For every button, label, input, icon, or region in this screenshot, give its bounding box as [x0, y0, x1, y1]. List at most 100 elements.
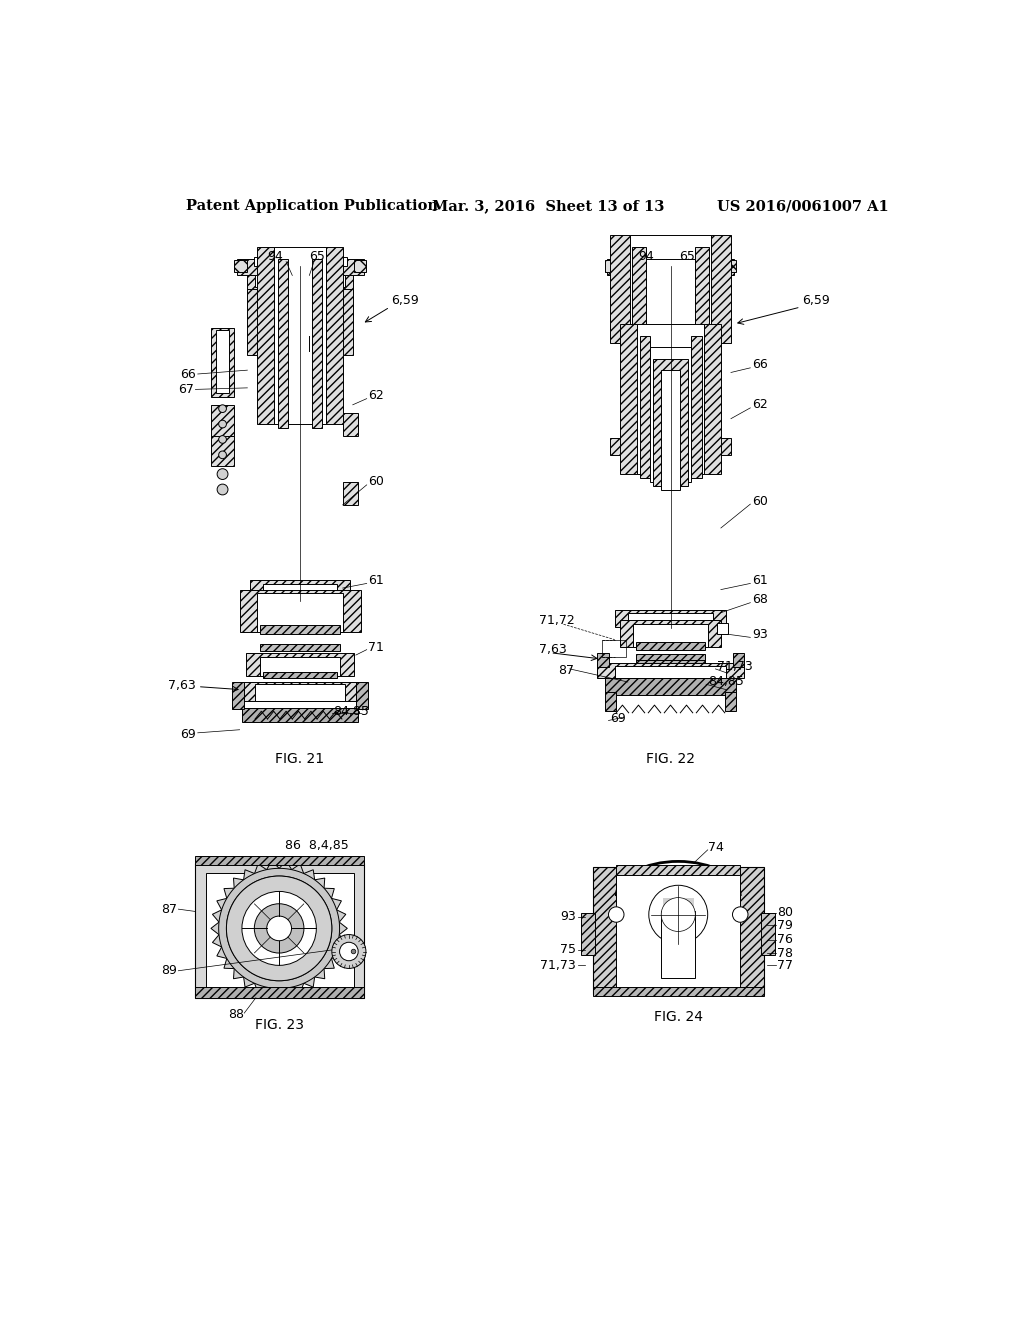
Text: 88: 88: [228, 1008, 245, 1022]
Bar: [265, 351, 335, 358]
Bar: [646, 367, 695, 372]
Text: 69: 69: [180, 727, 197, 741]
Bar: [646, 351, 695, 358]
Bar: [267, 289, 333, 355]
Circle shape: [217, 484, 228, 495]
Bar: [717, 623, 728, 635]
Bar: [254, 257, 346, 267]
Bar: [662, 370, 680, 490]
Bar: [653, 289, 687, 313]
Text: 69: 69: [610, 713, 626, 726]
Bar: [711, 235, 731, 343]
Circle shape: [219, 405, 226, 413]
Text: 76: 76: [777, 933, 794, 946]
Bar: [646, 359, 695, 364]
Bar: [653, 300, 662, 317]
Bar: [624, 257, 717, 267]
Bar: [260, 653, 340, 663]
Text: FIG. 21: FIG. 21: [275, 752, 325, 766]
Bar: [616, 866, 740, 898]
Bar: [633, 624, 708, 647]
Bar: [604, 692, 616, 711]
Bar: [242, 708, 358, 722]
Bar: [607, 259, 734, 276]
Text: 61: 61: [752, 574, 768, 587]
Text: 71,73: 71,73: [541, 958, 575, 972]
Bar: [216, 330, 228, 393]
Bar: [211, 327, 234, 397]
Bar: [637, 323, 703, 474]
Text: 6,59: 6,59: [391, 294, 419, 308]
Text: FIG. 23: FIG. 23: [255, 1018, 304, 1032]
Text: 7,63: 7,63: [169, 680, 197, 693]
Bar: [636, 642, 705, 649]
Bar: [248, 276, 352, 293]
Bar: [274, 247, 326, 424]
Bar: [643, 285, 697, 313]
Bar: [196, 987, 365, 998]
Circle shape: [662, 898, 695, 932]
Bar: [761, 913, 775, 956]
Bar: [260, 626, 340, 635]
Bar: [703, 323, 721, 474]
Bar: [211, 436, 234, 466]
Bar: [632, 247, 646, 347]
Bar: [231, 682, 245, 709]
Polygon shape: [219, 869, 340, 989]
Bar: [326, 247, 343, 424]
Text: 71: 71: [369, 640, 384, 653]
Bar: [263, 672, 337, 678]
Circle shape: [242, 891, 316, 965]
Text: Mar. 3, 2016  Sheet 13 of 13: Mar. 3, 2016 Sheet 13 of 13: [432, 199, 665, 213]
Text: 78: 78: [777, 946, 794, 960]
Bar: [732, 653, 744, 667]
Circle shape: [732, 907, 748, 923]
Bar: [234, 260, 247, 272]
Bar: [312, 259, 322, 428]
Text: 60: 60: [369, 475, 384, 488]
Text: 66: 66: [752, 358, 768, 371]
Text: 71,73: 71,73: [717, 660, 753, 673]
Bar: [237, 259, 364, 276]
Text: FIG. 24: FIG. 24: [653, 1010, 702, 1024]
Text: 65: 65: [680, 249, 695, 263]
Bar: [636, 660, 705, 667]
Bar: [206, 873, 354, 989]
Bar: [257, 247, 274, 424]
Bar: [724, 260, 736, 272]
Circle shape: [219, 451, 226, 459]
Bar: [279, 259, 288, 428]
Text: 87: 87: [161, 903, 177, 916]
Bar: [317, 289, 333, 355]
Bar: [636, 655, 705, 660]
Circle shape: [219, 420, 226, 428]
Circle shape: [254, 904, 304, 953]
Bar: [663, 898, 693, 915]
Bar: [260, 644, 340, 651]
Text: 62: 62: [369, 389, 384, 403]
Text: 6,59: 6,59: [802, 294, 830, 308]
Circle shape: [351, 949, 356, 954]
Text: 62: 62: [752, 399, 768, 412]
Bar: [610, 235, 630, 343]
Bar: [617, 276, 723, 293]
Bar: [646, 389, 695, 396]
Bar: [582, 913, 595, 956]
Text: 79: 79: [777, 919, 794, 932]
Bar: [695, 247, 710, 347]
Bar: [604, 678, 736, 696]
Bar: [602, 640, 626, 656]
Bar: [640, 335, 650, 478]
Bar: [343, 482, 358, 506]
Bar: [353, 260, 366, 272]
Bar: [628, 438, 713, 453]
Text: 93: 93: [560, 911, 575, 924]
Text: 67: 67: [178, 383, 194, 396]
Bar: [653, 359, 687, 486]
Bar: [646, 405, 695, 411]
Text: 84,85: 84,85: [708, 676, 743, 689]
Bar: [196, 863, 365, 998]
Bar: [265, 372, 335, 378]
Bar: [255, 684, 345, 701]
Bar: [593, 867, 764, 994]
